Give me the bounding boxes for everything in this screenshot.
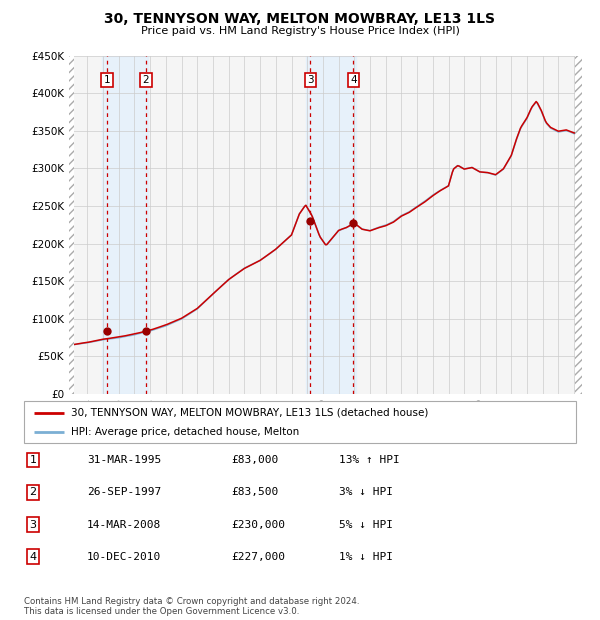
Bar (68, 56, 74, 394)
Text: 3: 3 (29, 520, 37, 529)
Text: 30, TENNYSON WAY, MELTON MOWBRAY, LE13 1LS: 30, TENNYSON WAY, MELTON MOWBRAY, LE13 1… (104, 12, 496, 27)
Text: 1% ↓ HPI: 1% ↓ HPI (339, 552, 393, 562)
Text: 4: 4 (350, 75, 356, 85)
Bar (575, 56, 583, 394)
Text: £83,500: £83,500 (231, 487, 278, 497)
Text: 31-MAR-1995: 31-MAR-1995 (87, 455, 161, 465)
Text: 5% ↓ HPI: 5% ↓ HPI (339, 520, 393, 529)
Text: 13% ↑ HPI: 13% ↑ HPI (339, 455, 400, 465)
Text: HPI: Average price, detached house, Melton: HPI: Average price, detached house, Melt… (71, 427, 299, 437)
Text: 1: 1 (104, 75, 110, 85)
Text: 1: 1 (29, 455, 37, 465)
Text: 14-MAR-2008: 14-MAR-2008 (87, 520, 161, 529)
Text: 10-DEC-2010: 10-DEC-2010 (87, 552, 161, 562)
Text: 30, TENNYSON WAY, MELTON MOWBRAY, LE13 1LS (detached house): 30, TENNYSON WAY, MELTON MOWBRAY, LE13 1… (71, 408, 428, 418)
Text: Contains HM Land Registry data © Crown copyright and database right 2024.: Contains HM Land Registry data © Crown c… (24, 597, 359, 606)
Text: Price paid vs. HM Land Registry's House Price Index (HPI): Price paid vs. HM Land Registry's House … (140, 26, 460, 36)
Text: 2: 2 (29, 487, 37, 497)
Bar (307, 56, 356, 394)
Text: 4: 4 (29, 552, 37, 562)
Bar (102, 56, 148, 394)
Text: £230,000: £230,000 (231, 520, 285, 529)
Text: This data is licensed under the Open Government Licence v3.0.: This data is licensed under the Open Gov… (24, 607, 299, 616)
Text: 3% ↓ HPI: 3% ↓ HPI (339, 487, 393, 497)
Text: £83,000: £83,000 (231, 455, 278, 465)
Text: 2: 2 (143, 75, 149, 85)
Text: £227,000: £227,000 (231, 552, 285, 562)
Text: 3: 3 (307, 75, 314, 85)
Text: 26-SEP-1997: 26-SEP-1997 (87, 487, 161, 497)
